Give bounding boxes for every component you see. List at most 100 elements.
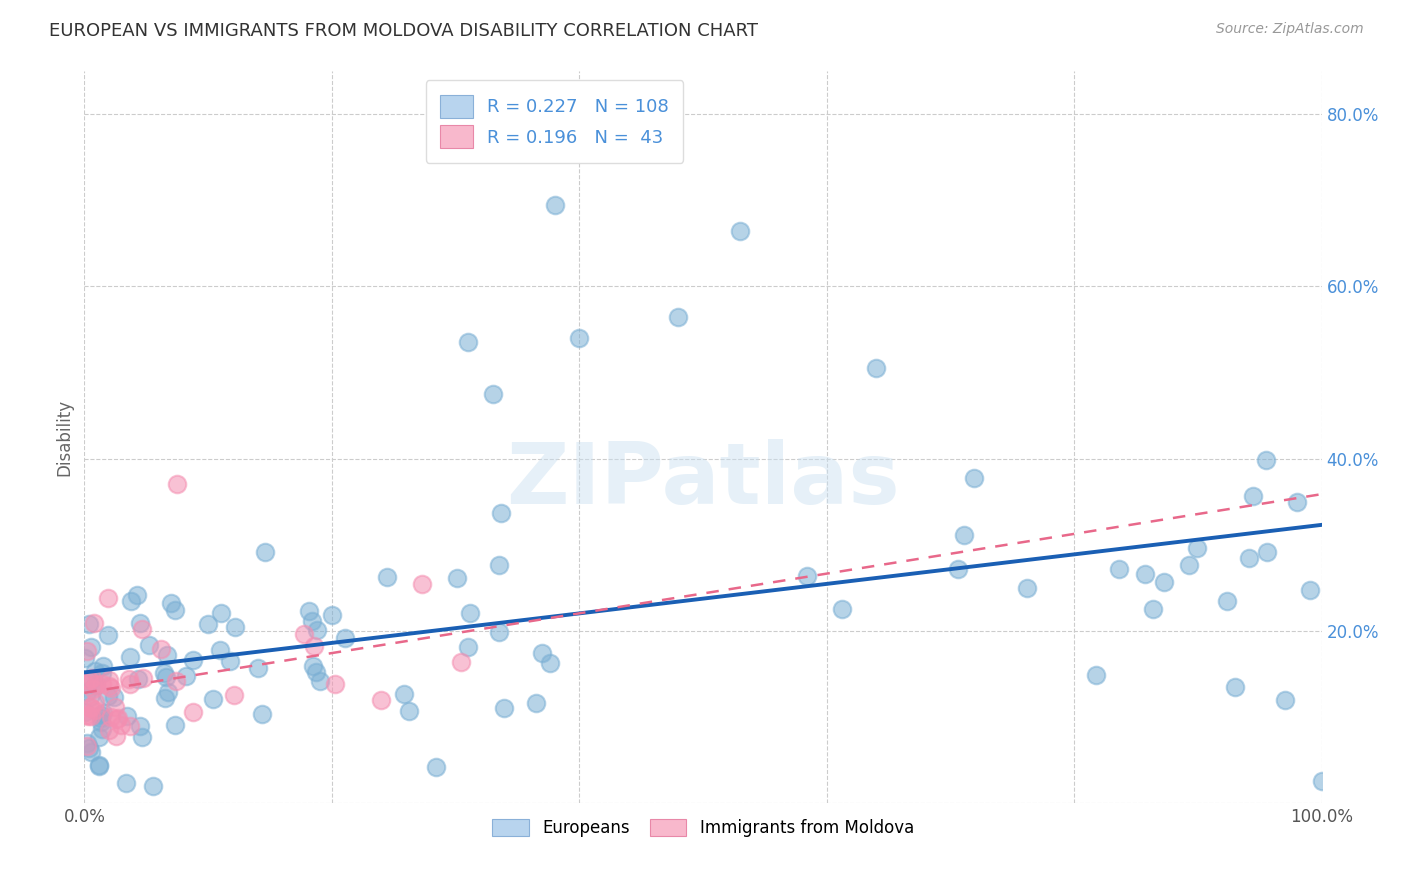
Point [79,673,101,687]
Point [90,707,112,722]
Point [166,477,188,491]
Point [1256,544,1278,558]
Point [100,709,122,723]
Point [156,648,179,662]
Point [157,685,180,699]
Point [333,632,356,646]
Point [398,704,420,718]
Point [118,677,141,691]
Point [1153,574,1175,589]
Point [89,758,111,772]
Point [84,678,107,692]
Point [103,690,125,704]
Point [76,739,98,754]
Point [1223,680,1246,694]
Point [155,670,177,684]
Point [79,741,101,756]
Point [524,696,547,710]
Point [1185,541,1208,555]
Point [1241,489,1264,503]
Point [79,701,101,715]
Point [450,655,472,669]
Text: ZIPatlas: ZIPatlas [506,440,900,523]
Point [160,596,183,610]
Point [76,736,98,750]
Point [1237,550,1260,565]
Point [155,691,177,706]
Point [120,650,142,665]
Point [76,643,98,657]
Point [118,672,141,686]
Point [1135,566,1157,581]
Point [181,705,204,719]
Point [75,708,97,723]
Point [91,706,114,720]
Point [222,688,245,702]
Point [165,673,187,688]
Point [1254,452,1277,467]
Point [80,672,103,686]
Point [323,677,346,691]
Point [79,690,101,705]
Point [97,690,120,704]
Point [1298,582,1320,597]
Point [80,640,103,654]
Point [149,641,172,656]
Point [165,603,187,617]
Point [129,616,152,631]
Point [131,730,153,744]
Point [952,527,974,541]
Point [163,718,186,732]
Point [84,664,107,678]
Point [98,723,121,737]
Point [1285,494,1308,508]
Point [865,361,887,376]
Point [224,620,246,634]
Point [446,571,468,585]
Point [568,331,591,345]
Point [120,594,142,608]
Point [796,569,818,583]
Point [73,677,96,691]
Point [375,569,398,583]
Point [530,646,553,660]
Point [458,606,481,620]
Point [1216,594,1239,608]
Point [97,591,120,605]
Point [488,624,510,639]
Point [305,665,328,679]
Point [127,588,149,602]
Point [120,719,142,733]
Point [181,653,204,667]
Point [208,643,231,657]
Point [481,387,503,401]
Point [90,666,112,681]
Point [1015,581,1038,595]
Point [292,627,315,641]
Point [115,708,138,723]
Point [100,681,122,696]
Point [142,779,165,793]
Point [307,623,329,637]
Point [83,695,105,709]
Point [963,471,986,485]
Point [218,654,240,668]
Point [394,687,416,701]
Point [91,722,114,736]
Point [174,669,197,683]
Point [457,640,479,655]
Point [321,608,343,623]
Point [104,729,127,743]
Point [82,682,104,697]
Point [80,708,103,723]
Point [153,665,176,680]
Point [488,558,510,572]
Point [538,656,561,670]
Point [457,335,479,350]
Point [131,622,153,636]
Point [728,223,751,237]
Point [370,692,392,706]
Point [202,692,225,706]
Point [77,708,100,723]
Point [73,651,96,665]
